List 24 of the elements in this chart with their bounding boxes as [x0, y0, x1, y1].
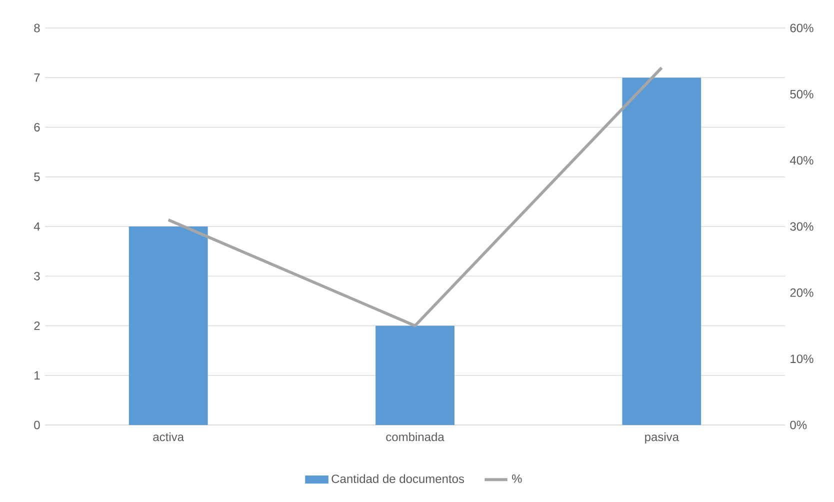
bar [376, 326, 454, 425]
legend-label: Cantidad de documentos [332, 474, 464, 484]
y2-tick-label: 20% [790, 288, 814, 297]
y2-tick-label: 30% [790, 222, 814, 231]
y2-tick-label: 0% [790, 420, 807, 430]
y2-tick-label: 10% [790, 354, 814, 364]
y-tick-label: 0 [34, 420, 40, 430]
y-tick-label: 2 [34, 322, 40, 330]
y-tick-label: 1 [34, 371, 40, 380]
bar [622, 78, 702, 425]
x-tick-label: combinada [386, 432, 444, 442]
y-tick-label: 7 [34, 73, 40, 82]
y-tick-label: 4 [34, 222, 40, 231]
y-tick-label: 3 [34, 272, 40, 280]
y2-tick-label: 60% [790, 24, 814, 32]
bar [128, 226, 208, 425]
y-tick-label: 6 [34, 122, 40, 132]
x-tick-label: pasiva [645, 432, 679, 444]
y2-tick-label: 40% [790, 156, 814, 165]
y2-tick-label: 50% [790, 90, 814, 98]
y-tick-label: 5 [34, 172, 40, 182]
legend-label: % [512, 474, 522, 483]
x-tick-label: activa [153, 432, 184, 442]
y-tick-label: 8 [34, 24, 40, 32]
